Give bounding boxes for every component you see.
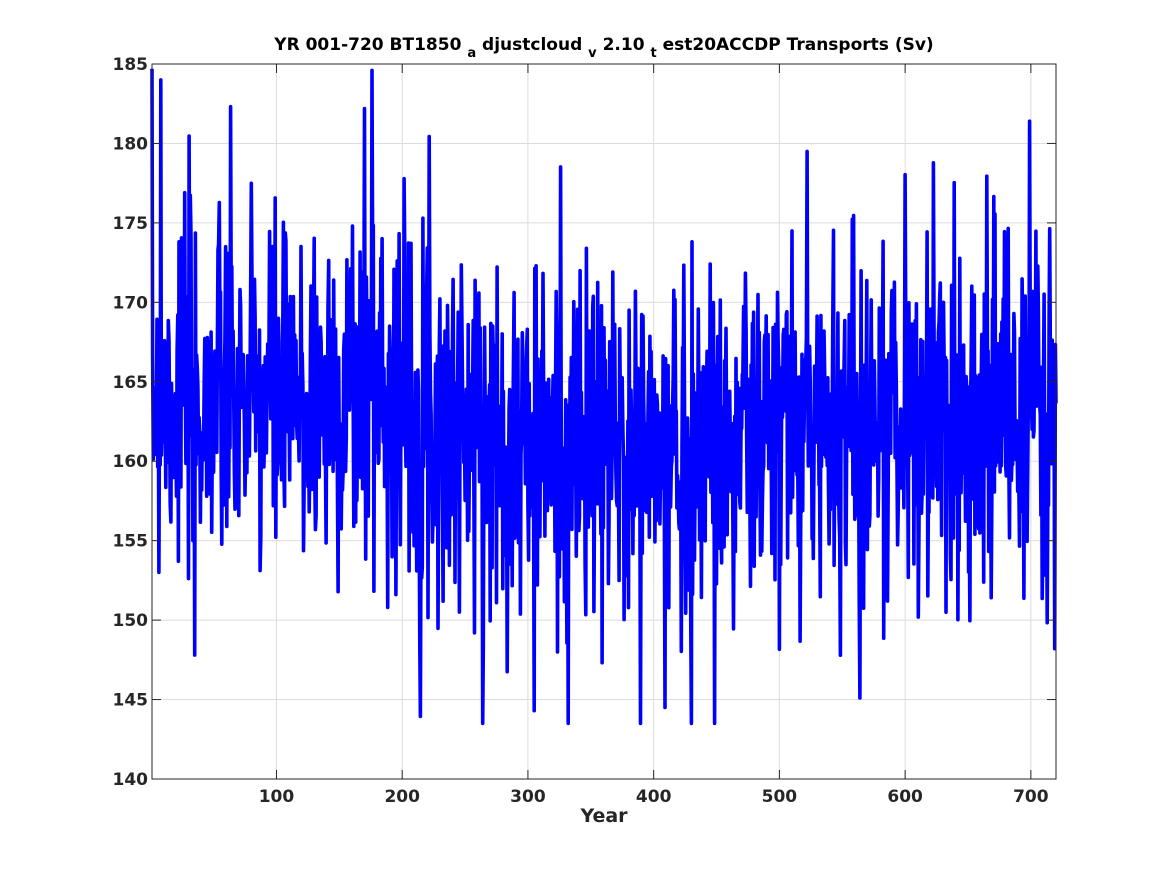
x-tick-label: 300 [510,787,546,807]
y-tick-label: 170 [113,293,149,313]
chart-title-subscript: t [650,46,656,61]
chart-title: YR 001-720 BT1850 a djustcloud v 2.10 t … [273,35,933,62]
chart-title-part: 2.10 [603,35,645,55]
axes-box [151,63,1057,780]
series-layer [150,68,1058,726]
y-tick-label: 145 [113,691,149,711]
x-tick-labels: 100 200 300 400 500 600 700 [259,787,1049,807]
y-tick-labels: 140 145 150 155 160 165 170 175 180 185 [113,55,149,790]
chart-title-subscript: a [467,46,476,61]
x-tick-label: 700 [1013,787,1049,807]
y-tick-label: 165 [113,373,149,393]
chart-title-part: YR 001-720 BT1850 [273,35,461,55]
y-tick-label: 155 [113,532,149,552]
chart-title-subscript: v [588,46,597,61]
x-tick-label: 500 [762,787,798,807]
y-tick-label: 180 [113,134,149,154]
x-tick-label: 100 [259,787,295,807]
x-tick-label: 400 [636,787,672,807]
chart-title-part: djustcloud [482,35,582,55]
series-line [150,68,1058,726]
y-tick-label: 160 [113,452,149,472]
y-tick-label: 185 [113,55,149,75]
axes [151,63,1057,780]
y-tick-label: 175 [113,214,149,234]
y-tick-label: 140 [113,770,149,790]
x-tick-label: 200 [384,787,420,807]
y-tick-label: 150 [113,611,149,631]
x-tick-label: 600 [887,787,923,807]
chart-title-part: est20ACCDP Transports (Sv) [663,35,934,55]
x-axis-label: Year [579,805,628,827]
